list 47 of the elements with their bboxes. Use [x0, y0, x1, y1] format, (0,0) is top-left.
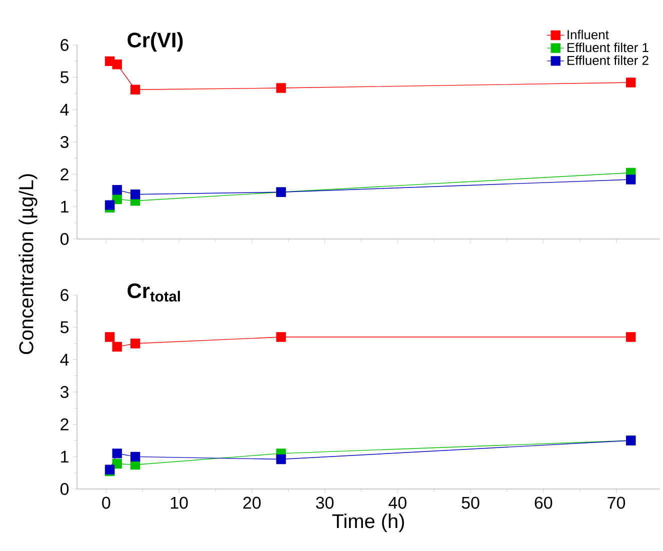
point	[112, 185, 122, 195]
point	[626, 174, 636, 184]
x-tick-label: 30	[316, 496, 334, 509]
x-tick-label: 70	[608, 496, 626, 509]
y-tick-label: 0	[60, 233, 69, 245]
x-tick-label: 20	[243, 496, 261, 509]
y-tick-label: 1	[61, 450, 68, 462]
point	[276, 332, 286, 342]
legend-label: Influent	[568, 30, 609, 40]
point	[104, 200, 115, 210]
point	[626, 78, 636, 88]
point	[130, 84, 140, 94]
point	[112, 458, 122, 469]
point	[130, 338, 140, 348]
legend-label: Effluent filter 2	[568, 56, 648, 66]
y-axis-title: Concentration (µg/L)	[18, 174, 38, 354]
y-tick-label: 5	[60, 321, 69, 334]
y-tick-label: 3	[60, 136, 68, 148]
point	[112, 60, 122, 70]
y-tick-label: 2	[60, 168, 68, 180]
y-tick-label: 4	[60, 104, 69, 116]
x-axis-title: Time (h)	[332, 514, 404, 532]
x-tick-label: 10	[170, 496, 188, 509]
y-tick-label: 5	[60, 71, 69, 84]
point	[130, 452, 140, 462]
chart-title: Cr(VI)	[128, 32, 183, 52]
x-tick-label: 0	[102, 496, 110, 509]
y-tick-label: 3	[60, 386, 68, 398]
y-tick-label: 4	[60, 354, 69, 366]
point	[112, 194, 122, 204]
point	[626, 332, 636, 342]
y-tick-label: 1	[61, 200, 68, 212]
y-tick-label: 0	[60, 483, 69, 495]
point	[112, 448, 122, 458]
legend-label: Effluent filter 1	[568, 42, 648, 52]
chart-title: Cr$_{total}$	[128, 283, 180, 302]
point	[276, 454, 286, 464]
point	[130, 190, 140, 200]
y-tick-label: 6	[60, 289, 68, 302]
point	[276, 83, 286, 93]
x-tick-label: 50	[462, 496, 480, 509]
point	[112, 342, 122, 352]
x-tick-label: 60	[534, 496, 552, 509]
y-tick-label: 2	[60, 418, 68, 430]
x-tick-label: 40	[388, 496, 406, 509]
point	[104, 332, 115, 342]
y-tick-label: 6	[60, 39, 68, 51]
